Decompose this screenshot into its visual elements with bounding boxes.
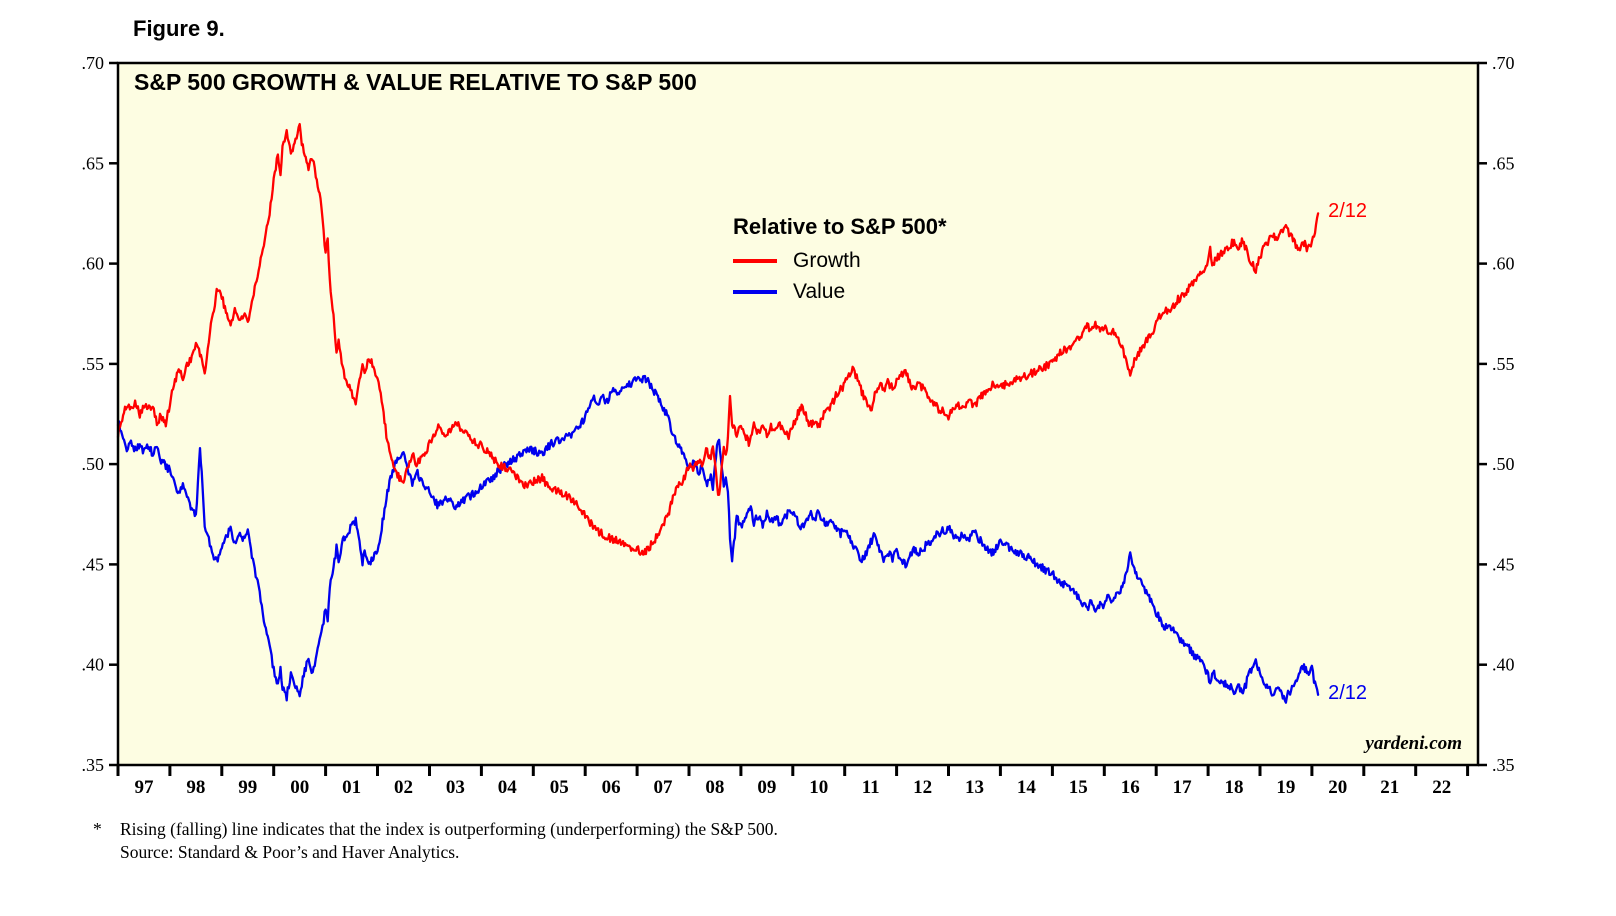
x-tick-label: 20 bbox=[1328, 777, 1347, 798]
x-tick-label: 05 bbox=[550, 777, 569, 798]
x-tick-label: 97 bbox=[135, 777, 155, 798]
footnote-note: Rising (falling) line indicates that the… bbox=[120, 819, 778, 839]
legend: Relative to S&P 500* Growth Value bbox=[733, 214, 947, 307]
growth-line-swatch bbox=[733, 258, 777, 263]
y-tick-label-left: .40 bbox=[82, 655, 105, 675]
x-tick-label: 03 bbox=[446, 777, 465, 798]
x-tick-label: 12 bbox=[913, 777, 932, 798]
x-tick-label: 19 bbox=[1276, 777, 1295, 798]
x-tick-label: 15 bbox=[1069, 777, 1088, 798]
legend-label-growth: Growth bbox=[793, 248, 861, 272]
y-tick-label-right: .60 bbox=[1492, 254, 1515, 274]
growth-end-date-label: 2/12 bbox=[1328, 200, 1368, 223]
y-tick-label-left: .45 bbox=[82, 554, 105, 574]
x-tick-label: 21 bbox=[1380, 777, 1399, 798]
x-tick-label: 02 bbox=[394, 777, 413, 798]
x-tick-label: 22 bbox=[1432, 777, 1451, 798]
y-tick-label-left: .60 bbox=[82, 254, 105, 274]
growth-series-line bbox=[116, 122, 1320, 556]
y-tick-label-left: .35 bbox=[82, 755, 105, 775]
x-tick-label: 18 bbox=[1225, 777, 1244, 798]
x-tick-label: 00 bbox=[290, 777, 309, 798]
y-tick-label-right: .40 bbox=[1492, 655, 1515, 675]
x-tick-label: 09 bbox=[757, 777, 776, 798]
x-tick-label: 13 bbox=[965, 777, 984, 798]
footnote-source: Source: Standard & Poor’s and Haver Anal… bbox=[120, 842, 460, 862]
plot-border bbox=[116, 61, 1480, 767]
y-tick-label-right: .65 bbox=[1492, 153, 1515, 173]
x-tick-label: 17 bbox=[1173, 777, 1193, 798]
y-tick-label-right: .55 bbox=[1492, 354, 1515, 374]
y-tick-label-left: .65 bbox=[82, 153, 105, 173]
x-tick-label: 08 bbox=[705, 777, 724, 798]
x-tick-label: 06 bbox=[602, 777, 621, 798]
x-tick-label: 99 bbox=[238, 777, 257, 798]
chart-title: S&P 500 GROWTH & VALUE RELATIVE TO S&P 5… bbox=[134, 69, 697, 95]
figure-label: Figure 9. bbox=[133, 16, 225, 41]
x-tick-label: 11 bbox=[862, 777, 880, 798]
x-tick-label: 10 bbox=[809, 777, 828, 798]
y-tick-label-right: .50 bbox=[1492, 454, 1515, 474]
x-tick-label: 16 bbox=[1121, 777, 1140, 798]
legend-title: Relative to S&P 500* bbox=[733, 214, 947, 239]
value-end-date-label: 2/12 bbox=[1328, 681, 1368, 704]
y-tick-label-right: .45 bbox=[1492, 554, 1515, 574]
x-tick-label: 98 bbox=[186, 777, 205, 798]
x-tick-label: 07 bbox=[654, 777, 674, 798]
y-tick-label-right: .70 bbox=[1492, 53, 1515, 73]
y-tick-label-left: .55 bbox=[82, 354, 105, 374]
y-tick-label-left: .70 bbox=[82, 53, 105, 73]
legend-item-value: Value bbox=[733, 276, 947, 307]
y-tick-label-right: .35 bbox=[1492, 755, 1515, 775]
value-line-swatch bbox=[733, 289, 777, 294]
branding-yardeni: yardeni.com bbox=[1365, 733, 1462, 754]
value-series-line bbox=[116, 374, 1320, 704]
x-tick-label: 04 bbox=[498, 777, 518, 798]
legend-label-value: Value bbox=[793, 279, 846, 303]
footnote-marker: * bbox=[93, 819, 102, 839]
x-tick-label: 01 bbox=[342, 777, 361, 798]
x-tick-label: 14 bbox=[1017, 777, 1037, 798]
footnote: * Rising (falling) line indicates that t… bbox=[93, 818, 778, 864]
legend-item-growth: Growth bbox=[733, 245, 947, 276]
y-tick-label-left: .50 bbox=[82, 454, 105, 474]
